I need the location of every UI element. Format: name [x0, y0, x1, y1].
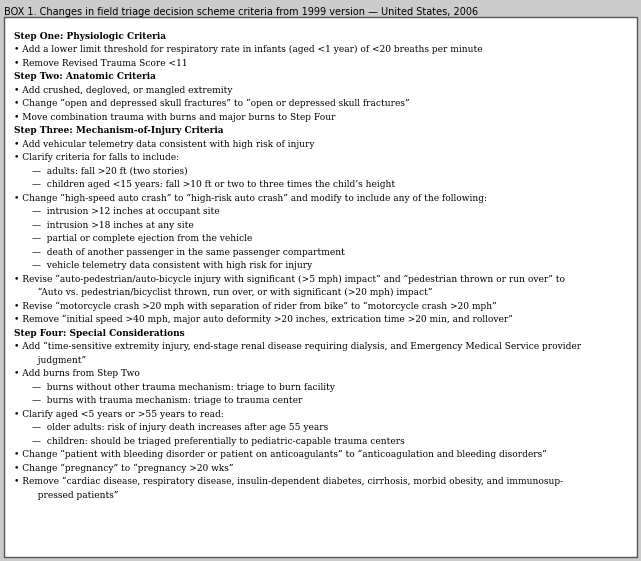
Text: • Clarify aged <5 years or >55 years to read:: • Clarify aged <5 years or >55 years to …: [14, 410, 224, 419]
Text: • Remove Revised Trauma Score <11: • Remove Revised Trauma Score <11: [14, 58, 188, 67]
Text: • Change “pregnancy” to “pregnancy >20 wks”: • Change “pregnancy” to “pregnancy >20 w…: [14, 463, 233, 473]
Text: —  vehicle telemetry data consistent with high risk for injury: — vehicle telemetry data consistent with…: [32, 261, 312, 270]
Text: • Change “open and depressed skull fractures” to “open or depressed skull fractu: • Change “open and depressed skull fract…: [14, 99, 410, 108]
Text: judgment”: judgment”: [32, 356, 86, 365]
Text: • Add burns from Step Two: • Add burns from Step Two: [14, 369, 140, 378]
Text: —  children aged <15 years: fall >10 ft or two to three times the child’s height: — children aged <15 years: fall >10 ft o…: [32, 180, 395, 189]
Text: —  burns without other trauma mechanism: triage to burn facility: — burns without other trauma mechanism: …: [32, 383, 335, 392]
Text: • Revise “motorcycle crash >20 mph with separation of rider from bike” to “motor: • Revise “motorcycle crash >20 mph with …: [14, 301, 497, 311]
Text: —  children: should be triaged preferentially to pediatric-capable trauma center: — children: should be triaged preferenti…: [32, 436, 404, 445]
Text: “Auto vs. pedestrian/bicyclist thrown, run over, or with significant (>20 mph) i: “Auto vs. pedestrian/bicyclist thrown, r…: [32, 288, 433, 297]
Text: • Remove “initial speed >40 mph, major auto deformity >20 inches, extrication ti: • Remove “initial speed >40 mph, major a…: [14, 315, 513, 324]
Text: —  intrusion >18 inches at any site: — intrusion >18 inches at any site: [32, 220, 194, 229]
Text: • Move combination trauma with burns and major burns to Step Four: • Move combination trauma with burns and…: [14, 113, 335, 122]
Text: —  intrusion >12 inches at occupant site: — intrusion >12 inches at occupant site: [32, 207, 220, 216]
Text: • Add vehicular telemetry data consistent with high risk of injury: • Add vehicular telemetry data consisten…: [14, 140, 315, 149]
Text: • Change “high-speed auto crash” to “high-risk auto crash” and modify to include: • Change “high-speed auto crash” to “hig…: [14, 194, 487, 203]
Text: —  partial or complete ejection from the vehicle: — partial or complete ejection from the …: [32, 234, 253, 243]
Text: —  burns with trauma mechanism: triage to trauma center: — burns with trauma mechanism: triage to…: [32, 396, 303, 405]
Text: pressed patients”: pressed patients”: [32, 490, 119, 499]
Text: Step Two: Anatomic Criteria: Step Two: Anatomic Criteria: [14, 72, 156, 81]
Text: Step Four: Special Considerations: Step Four: Special Considerations: [14, 329, 185, 338]
Text: —  death of another passenger in the same passenger compartment: — death of another passenger in the same…: [32, 247, 345, 256]
Text: —  older adults: risk of injury death increases after age 55 years: — older adults: risk of injury death inc…: [32, 423, 328, 432]
Text: Step Three: Mechanism-of-Injury Criteria: Step Three: Mechanism-of-Injury Criteria: [14, 126, 224, 135]
Text: BOX 1. Changes in field triage decision scheme criteria from 1999 version — Unit: BOX 1. Changes in field triage decision …: [4, 7, 478, 17]
Text: • Add “time-sensitive extremity injury, end-stage renal disease requiring dialys: • Add “time-sensitive extremity injury, …: [14, 342, 581, 351]
Text: • Clarify criteria for falls to include:: • Clarify criteria for falls to include:: [14, 153, 179, 162]
Text: • Revise “auto-pedestrian/auto-bicycle injury with significant (>5 mph) impact” : • Revise “auto-pedestrian/auto-bicycle i…: [14, 274, 565, 284]
Text: Step One: Physiologic Criteria: Step One: Physiologic Criteria: [14, 31, 166, 40]
Text: • Add a lower limit threshold for respiratory rate in infants (aged <1 year) of : • Add a lower limit threshold for respir…: [14, 45, 483, 54]
Text: —  adults: fall >20 ft (two stories): — adults: fall >20 ft (two stories): [32, 167, 188, 176]
Text: • Add crushed, degloved, or mangled extremity: • Add crushed, degloved, or mangled extr…: [14, 85, 233, 94]
Text: • Change “patient with bleeding disorder or patient on anticoagulants” to “antic: • Change “patient with bleeding disorder…: [14, 450, 547, 459]
Text: • Remove “cardiac disease, respiratory disease, insulin-dependent diabetes, cirr: • Remove “cardiac disease, respiratory d…: [14, 477, 563, 486]
